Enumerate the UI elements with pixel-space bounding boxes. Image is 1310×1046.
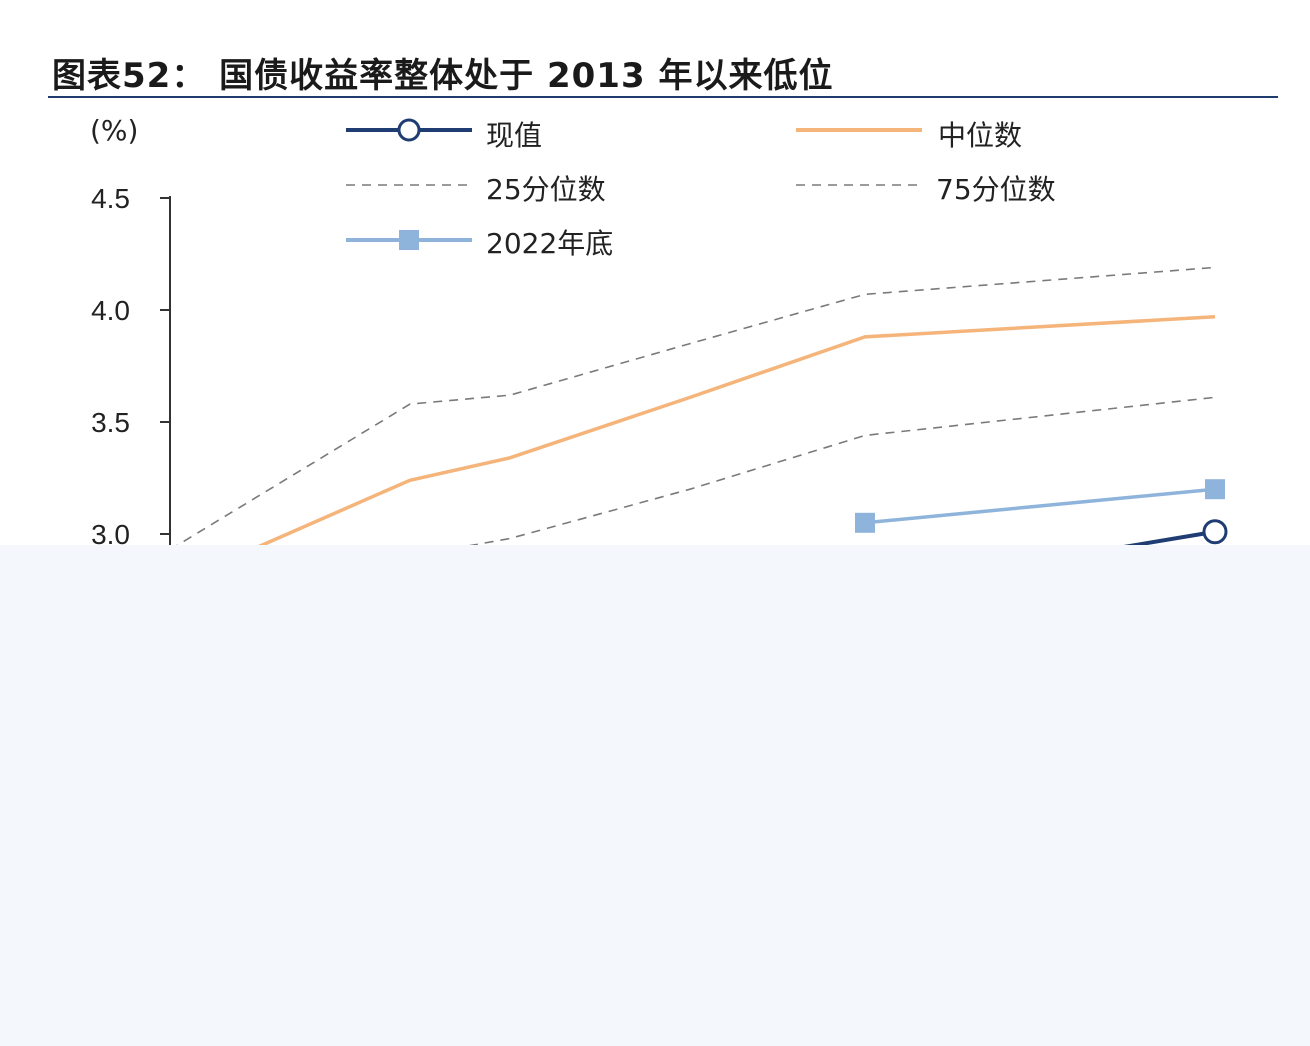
title-divider bbox=[48, 96, 1278, 98]
series-point-square bbox=[1205, 479, 1225, 500]
y-tick-label: 3.0 bbox=[91, 519, 130, 550]
chart-title: 图表52： 国债收益率整体处于 2013 年以来低位 bbox=[52, 56, 834, 96]
legend-marker-square bbox=[399, 230, 419, 250]
y-tick-label: 3.5 bbox=[91, 407, 130, 438]
chart-axes: 4.5 4.0 3.5 3.0 bbox=[91, 183, 171, 560]
y-tick-label: 4.0 bbox=[91, 295, 130, 326]
series-point-square bbox=[855, 512, 875, 533]
chart-series bbox=[169, 266, 1228, 602]
series-line-3 bbox=[169, 266, 1216, 551]
series-line-1 bbox=[169, 314, 1216, 588]
legend-marker-circle bbox=[397, 118, 421, 142]
legend-label-median: 中位数 bbox=[938, 119, 1023, 152]
y-axis-unit-label: (%) bbox=[90, 114, 139, 147]
legend-label-current: 现值 bbox=[486, 119, 543, 152]
legend-label-p25: 25分位数 bbox=[486, 173, 606, 206]
legend-label-2022-end: 2022年底 bbox=[486, 227, 614, 260]
series-point-circle bbox=[1202, 519, 1228, 545]
cropped-blank-area bbox=[0, 545, 1310, 1046]
series-line-2 bbox=[169, 396, 1216, 602]
series-line-4 bbox=[864, 487, 1216, 525]
y-tick-label: 4.5 bbox=[91, 183, 130, 214]
legend-label-p75: 75分位数 bbox=[936, 173, 1056, 206]
chart-legend bbox=[346, 118, 922, 250]
